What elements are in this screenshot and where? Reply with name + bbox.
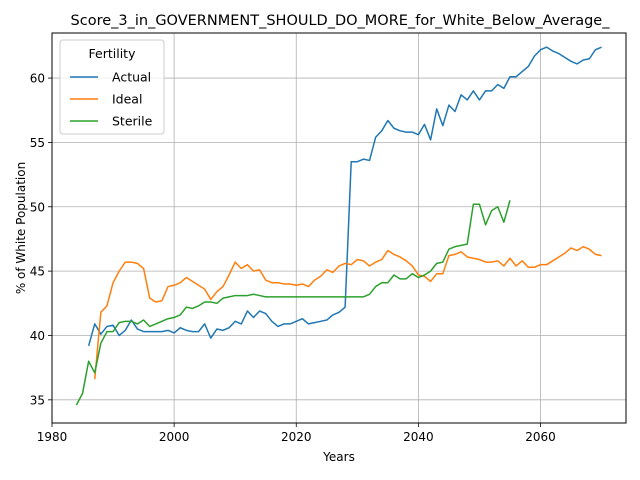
y-tick-label: 40 [30, 329, 45, 343]
chart-title: Score_3_in_GOVERNMENT_SHOULD_DO_MORE_for… [71, 13, 611, 29]
x-tick-label: 2020 [281, 430, 312, 444]
legend-label-ideal: Ideal [112, 92, 142, 107]
y-tick-label: 50 [30, 200, 45, 214]
x-tick-label: 2040 [403, 430, 434, 444]
y-tick-label: 55 [30, 136, 45, 150]
x-tick-label: 2000 [159, 430, 190, 444]
y-tick-label: 60 [30, 72, 45, 86]
y-tick-label: 45 [30, 265, 45, 279]
legend: Fertility Actual Ideal Sterile [60, 40, 164, 134]
y-tick-label: 35 [30, 393, 45, 407]
x-tick-label: 1980 [37, 430, 68, 444]
legend-label-sterile: Sterile [112, 114, 153, 129]
legend-title: Fertility [89, 46, 137, 61]
y-axis-label: % of White Population [14, 162, 28, 294]
x-tick-label: 2060 [525, 430, 556, 444]
legend-label-actual: Actual [112, 70, 151, 85]
x-axis-label: Years [322, 450, 355, 464]
